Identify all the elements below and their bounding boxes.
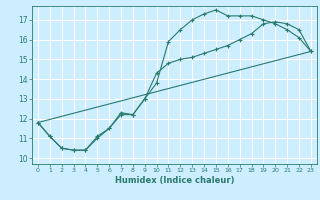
X-axis label: Humidex (Indice chaleur): Humidex (Indice chaleur) bbox=[115, 176, 234, 185]
